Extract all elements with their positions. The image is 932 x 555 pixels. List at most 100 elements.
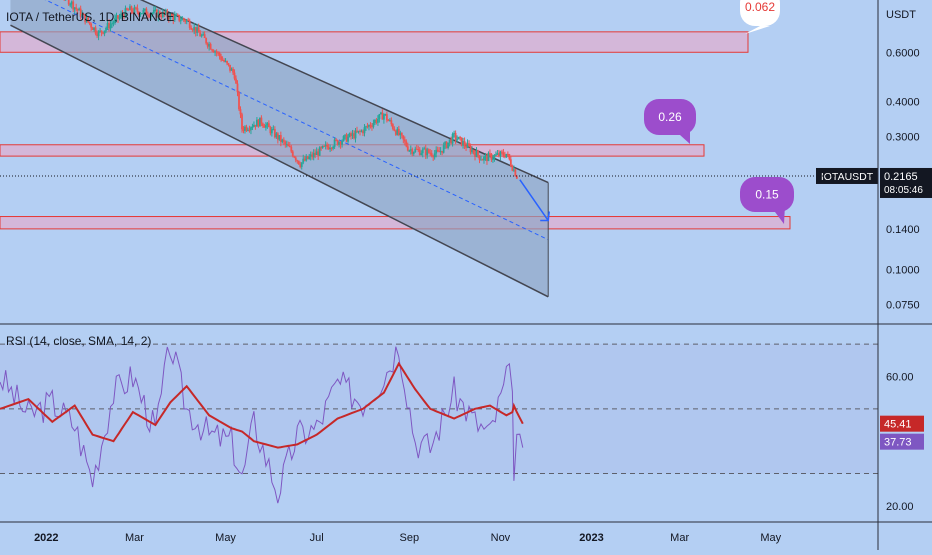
rsi-value: 37.73 — [884, 437, 912, 449]
channel-lower-line[interactable] — [10, 24, 549, 298]
candle-body — [193, 26, 196, 31]
candle-body — [400, 132, 403, 136]
candle — [380, 111, 382, 115]
candle-body — [474, 152, 476, 157]
candle — [409, 145, 412, 155]
descending-channel[interactable] — [10, 0, 549, 298]
candle — [309, 151, 312, 161]
candle-body — [338, 141, 340, 145]
candle — [217, 51, 219, 56]
candle — [88, 21, 91, 26]
candle-body — [146, 14, 149, 16]
candle-body — [498, 153, 500, 157]
candle-body — [169, 14, 172, 20]
candle — [224, 58, 227, 63]
candle — [420, 150, 423, 156]
candle — [406, 142, 409, 152]
candle-body — [495, 154, 497, 156]
candle — [221, 56, 224, 61]
candle-body — [276, 133, 279, 140]
candle — [267, 120, 270, 128]
candle-body — [256, 119, 258, 127]
candle-body — [178, 14, 181, 21]
price-callouts[interactable]: 0.062 0.26 0.15 — [644, 0, 794, 224]
candle-body — [293, 156, 296, 158]
candle — [85, 13, 88, 23]
candle-body — [336, 140, 339, 145]
candle — [287, 141, 290, 147]
candle — [480, 155, 482, 161]
candle-body — [176, 14, 179, 16]
candle — [149, 13, 152, 20]
candle — [209, 42, 212, 50]
candle-body — [106, 23, 109, 29]
candle — [127, 8, 130, 11]
candle — [288, 141, 291, 148]
candle — [505, 153, 508, 158]
candle — [154, 6, 157, 12]
candle-body — [317, 151, 320, 156]
candle — [109, 20, 112, 32]
candle — [142, 7, 145, 16]
time-tick-label: Mar — [670, 532, 689, 544]
candle-body — [469, 145, 472, 153]
candle — [435, 146, 438, 158]
candle — [327, 143, 330, 150]
candle — [466, 139, 469, 149]
candle — [103, 30, 106, 37]
candle — [341, 139, 343, 148]
candle-body — [300, 162, 303, 167]
candle-body — [390, 120, 393, 125]
candle-body — [173, 15, 176, 21]
candle-body — [158, 11, 161, 16]
candle — [499, 150, 502, 161]
candle — [93, 27, 96, 32]
candle — [269, 125, 272, 136]
candle — [197, 23, 200, 33]
candle — [469, 143, 472, 155]
candle — [290, 144, 293, 154]
projection-arrow[interactable] — [519, 179, 550, 222]
price-callout[interactable]: 0.26 — [644, 99, 696, 144]
candle — [496, 149, 499, 156]
candle-body — [112, 22, 115, 24]
candle — [400, 132, 403, 139]
candle-body — [333, 139, 336, 147]
candle-body — [374, 120, 376, 124]
candle-body — [200, 35, 203, 37]
candle-body — [402, 135, 405, 140]
candle — [67, 0, 70, 6]
candle — [498, 149, 500, 158]
candle — [399, 130, 402, 140]
candle — [130, 5, 133, 15]
channel-upper-line[interactable] — [10, 0, 549, 184]
candle — [230, 67, 233, 71]
candle-body — [487, 153, 490, 162]
candle-body — [441, 150, 444, 153]
candle — [381, 109, 384, 120]
candle-body — [260, 117, 263, 124]
candle — [211, 48, 214, 52]
candle-body — [161, 11, 164, 18]
candle-body — [397, 128, 400, 136]
candle-body — [450, 139, 453, 144]
axis-currency-label: USDT — [886, 9, 916, 21]
candle-body — [459, 136, 461, 138]
price-callout[interactable]: 0.15 — [740, 177, 794, 224]
price-axis[interactable]: USDT0.60000.40000.30000.20000.14000.1000… — [816, 9, 932, 513]
time-axis[interactable]: 2022 Mar May Jul Sep Nov 2023 Mar May — [34, 532, 782, 544]
candle-body — [88, 21, 91, 24]
price-callout[interactable]: 0.062 — [740, 0, 780, 34]
candle-body — [111, 23, 113, 25]
candle — [339, 140, 342, 149]
candle — [347, 133, 349, 144]
candle — [447, 142, 450, 150]
candle-body — [511, 166, 514, 171]
last-price-label: 0.2165 — [884, 171, 918, 183]
candle — [179, 16, 182, 25]
candle — [454, 130, 457, 144]
candle — [155, 8, 158, 18]
candle — [514, 168, 517, 177]
